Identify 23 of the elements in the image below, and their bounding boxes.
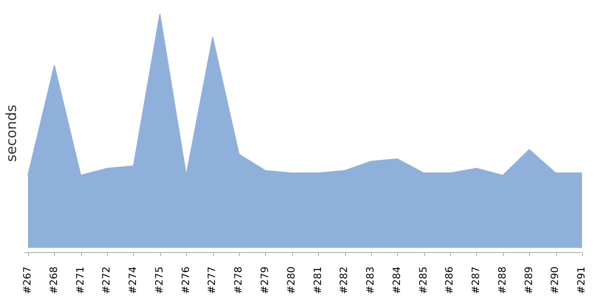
x-tick-label: #279 bbox=[260, 266, 272, 294]
x-tick-label: #283 bbox=[366, 266, 377, 294]
x-tick-label: #272 bbox=[102, 266, 113, 294]
x-tick-label: #281 bbox=[312, 266, 324, 294]
x-tick-label: #274 bbox=[128, 266, 140, 294]
x-tick-label: #289 bbox=[524, 266, 535, 294]
x-tick-label: #267 bbox=[22, 266, 34, 294]
x-tick-label: #278 bbox=[234, 266, 245, 294]
x-tick-label: #287 bbox=[471, 266, 482, 294]
x-tick-label: #284 bbox=[392, 266, 403, 294]
y-axis-title: seconds bbox=[4, 104, 20, 162]
x-tick-label: #280 bbox=[286, 266, 298, 294]
x-tick-label: #282 bbox=[339, 266, 350, 294]
x-tick-label: #275 bbox=[154, 266, 166, 294]
x-tick-label: #288 bbox=[497, 266, 508, 294]
x-tick-label: #271 bbox=[75, 266, 86, 294]
x-tick-label: #276 bbox=[180, 266, 192, 294]
x-tick-label: #290 bbox=[550, 266, 562, 294]
x-tick-label: #291 bbox=[576, 266, 588, 294]
x-tick-label: #285 bbox=[418, 266, 430, 294]
x-tick-label: #277 bbox=[207, 266, 218, 294]
x-tick-label: #268 bbox=[48, 266, 60, 294]
x-tick-label: #286 bbox=[444, 266, 456, 294]
